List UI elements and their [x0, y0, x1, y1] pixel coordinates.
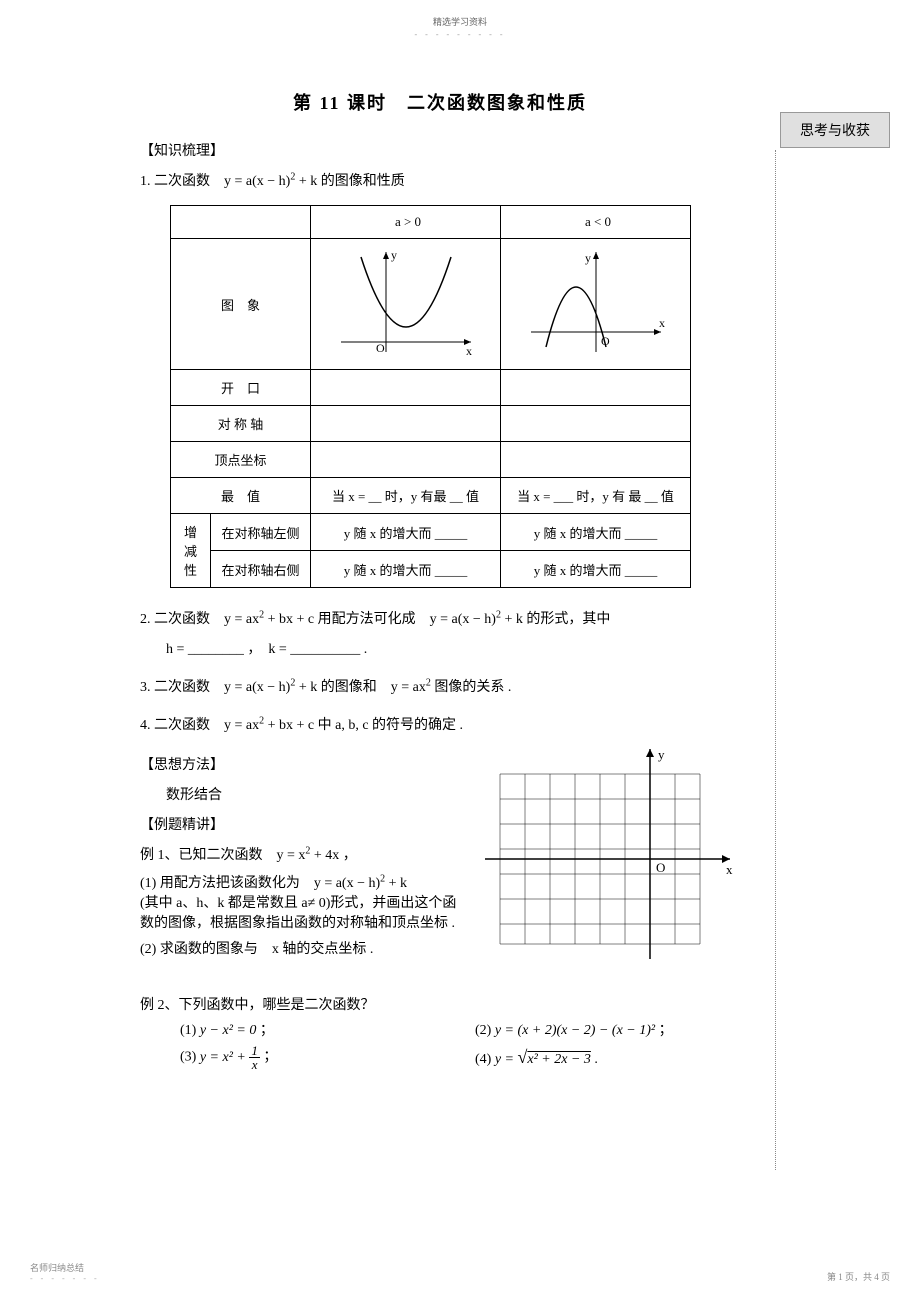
ex2-n3: (3) [180, 1050, 196, 1065]
cell-mono-3: y 随 x 的增大而 _____ [311, 551, 501, 588]
ex2-item3: (3) y = x² + 1x ； [180, 1044, 445, 1071]
sidebar-label: 思考与收获 [800, 120, 870, 140]
row-axis: 对 称 轴 [171, 406, 311, 442]
ex2-f3a: y = x² + [200, 1050, 250, 1065]
ex2-s3: ； [263, 1050, 277, 1065]
ex1-p2: (其中 a、h、k 都是常数且 a≠ 0)形式，并画出这个函数的图像，根据图象指… [140, 892, 460, 932]
svg-text:y: y [658, 747, 665, 762]
parabola-up-svg: O x y [331, 247, 481, 357]
ex1-p3: (2) 求函数的图象与 x 轴的交点坐标 . [140, 938, 460, 958]
footer-left: 名师归纳总结 - - - - - - - [30, 1261, 100, 1283]
ex2-item4: (4) y = √x² + 2x − 3 . [475, 1047, 740, 1068]
ex1-p1b: + k [385, 876, 407, 891]
svg-text:O: O [656, 860, 665, 875]
item3-b: + k 的图像和 y = ax [295, 680, 426, 695]
svg-text:y: y [585, 251, 591, 265]
footer-right: 第 1 页，共 4 页 [827, 1270, 890, 1283]
method-heading: 【思想方法】 [140, 754, 460, 774]
ex2-item2: (2) y = (x + 2)(x − 2) − (x − 1)² ； [475, 1019, 740, 1039]
ex1-a: 例 1、已知二次函数 y = x [140, 848, 305, 863]
item3-c: 图像的关系 . [431, 680, 512, 695]
sidebar-note-box: 思考与收获 [780, 112, 890, 148]
cell-mono-4: y 随 x 的增大而 _____ [501, 551, 691, 588]
item2-b: + bx + c 用配方法可化成 y = a(x − h) [264, 612, 496, 627]
cell-mono-2: y 随 x 的增大而 _____ [501, 514, 691, 551]
cell-mono-1: y 随 x 的增大而 _____ [311, 514, 501, 551]
coordinate-grid-svg: O x y [480, 744, 740, 964]
cell-vertex-2 [501, 442, 691, 478]
ex2-f4b: x² + 2x − 3 [527, 1052, 591, 1067]
fraction-1-x: 1x [249, 1044, 260, 1071]
ex2-s2: ； [659, 1023, 673, 1038]
item3-line: 3. 二次函数 y = a(x − h)2 + k 的图像和 y = ax2 图… [140, 676, 740, 696]
ex1-b: + 4x ， [310, 848, 356, 863]
row-vertex: 顶点坐标 [171, 442, 311, 478]
parabola-down-svg: O x y [521, 247, 671, 357]
cell-graph-down: O x y [501, 239, 691, 370]
ex1-p1: (1) 用配方法把该函数化为 y = a(x − h)2 + k [140, 872, 460, 892]
row-extreme: 最 值 [171, 478, 311, 514]
svg-text:x: x [726, 862, 733, 877]
header-small-text: 精选学习资料 [0, 0, 920, 28]
sqrt-symbol: √ [518, 1047, 528, 1067]
cell-axis-1 [311, 406, 501, 442]
examples-heading: 【例题精讲】 [140, 814, 460, 834]
cell-ext-2: 当 x = ___ 时，y 有 最 __ 值 [501, 478, 691, 514]
vertical-dotted-divider [775, 150, 776, 1170]
th-a-lt-0: a < 0 [501, 206, 691, 239]
row-opening: 开 口 [171, 370, 311, 406]
ex2-f2: y = (x + 2)(x − 2) − (x − 1)² [495, 1023, 655, 1038]
ex2-s1: ； [260, 1023, 274, 1038]
ex2-n4: (4) [475, 1052, 491, 1067]
ex2-row1: (1) y − x² = 0 ； (2) y = (x + 2)(x − 2) … [140, 1019, 740, 1039]
row-right-side: 在对称轴右侧 [211, 551, 311, 588]
item2-line1: 2. 二次函数 y = ax2 + bx + c 用配方法可化成 y = a(x… [140, 608, 740, 628]
row-left-side: 在对称轴左侧 [211, 514, 311, 551]
footer-left-dots: - - - - - - - [30, 1274, 100, 1283]
row-graph-label: 图 象 [171, 239, 311, 370]
ex1-line1: 例 1、已知二次函数 y = x2 + 4x ， [140, 844, 460, 864]
cell-vertex-1 [311, 442, 501, 478]
header-dots: - - - - - - - - - [0, 28, 920, 39]
ex2-f1: y − x² = 0 [200, 1023, 257, 1038]
method-text: 数形结合 [140, 784, 460, 804]
right-column-grid: O x y [480, 744, 740, 969]
item2-a: 2. 二次函数 y = ax [140, 612, 259, 627]
cell-graph-up: O x y [311, 239, 501, 370]
ex2-row2: (3) y = x² + 1x ； (4) y = √x² + 2x − 3 . [140, 1044, 740, 1071]
cell-ext-1: 当 x = __ 时，y 有最 __ 值 [311, 478, 501, 514]
svg-text:x: x [659, 316, 665, 330]
section-knowledge-heading: 【知识梳理】 [140, 140, 740, 160]
item4-a: 4. 二次函数 y = ax [140, 718, 259, 733]
ex2-item1: (1) y − x² = 0 ； [180, 1019, 445, 1039]
page-title: 第 11 课时 二次函数图象和性质 [140, 89, 740, 115]
th-a-gt-0: a > 0 [311, 206, 501, 239]
ex1-p1a: (1) 用配方法把该函数化为 y = a(x − h) [140, 876, 380, 891]
item1-line: 1. 二次函数 y = a(x − h)2 + k 的图像和性质 [140, 170, 740, 190]
cell-axis-2 [501, 406, 691, 442]
row-monotone-merge: 增减性 [171, 514, 211, 588]
properties-table: a > 0 a < 0 图 象 O x y [170, 205, 691, 588]
item1-prefix: 1. 二次函数 y = a(x − h) [140, 174, 290, 189]
cell-open-1 [311, 370, 501, 406]
ex2-n2: (2) [475, 1023, 491, 1038]
footer-left-text: 名师归纳总结 [30, 1261, 100, 1274]
item3-a: 3. 二次函数 y = a(x − h) [140, 680, 290, 695]
item2-line2: h = ________ ， k = __________ . [140, 638, 740, 658]
item2-c: + k 的形式，其中 [501, 612, 610, 627]
ex2-s4: . [594, 1052, 598, 1067]
ex2-n1: (1) [180, 1023, 196, 1038]
svg-text:x: x [466, 344, 472, 357]
cell-open-2 [501, 370, 691, 406]
svg-text:O: O [601, 334, 610, 348]
svg-text:y: y [391, 248, 397, 262]
main-content: 第 11 课时 二次函数图象和性质 【知识梳理】 1. 二次函数 y = a(x… [0, 39, 920, 1071]
item4-line: 4. 二次函数 y = ax2 + bx + c 中 a, b, c 的符号的确… [140, 714, 740, 734]
item4-b: + bx + c 中 a, b, c 的符号的确定 . [264, 718, 463, 733]
svg-text:O: O [376, 341, 385, 355]
ex2-f4a: y = [495, 1052, 518, 1067]
ex2-heading: 例 2、下列函数中，哪些是二次函数？ [140, 994, 740, 1014]
item1-suffix: + k 的图像和性质 [295, 174, 404, 189]
left-column: 【思想方法】 数形结合 【例题精讲】 例 1、已知二次函数 y = x2 + 4… [140, 744, 460, 969]
